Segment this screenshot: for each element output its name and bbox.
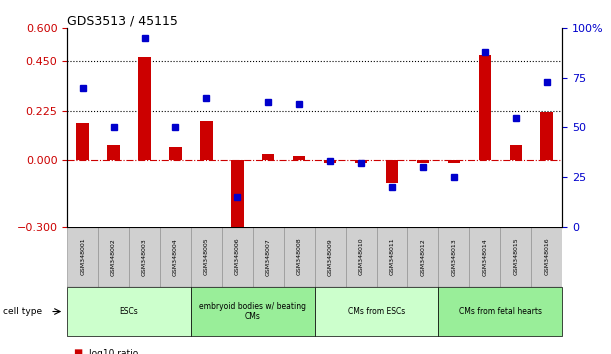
Bar	[231, 160, 244, 231]
Bar	[315, 227, 346, 287]
Text: GSM348013: GSM348013	[452, 238, 456, 275]
Bar	[376, 227, 408, 287]
Bar	[408, 227, 439, 287]
Text: ■: ■	[73, 348, 82, 354]
Bar	[191, 287, 315, 336]
Bar	[531, 227, 562, 287]
Bar	[355, 160, 367, 163]
Bar	[417, 160, 429, 163]
Bar	[324, 160, 336, 163]
Text: GSM348007: GSM348007	[266, 238, 271, 275]
Text: log10 ratio: log10 ratio	[89, 349, 138, 354]
Bar	[169, 147, 181, 160]
Text: GSM348005: GSM348005	[204, 238, 209, 275]
Bar	[67, 287, 191, 336]
Bar	[98, 227, 129, 287]
Text: GSM348009: GSM348009	[327, 238, 332, 275]
Bar	[510, 145, 522, 160]
Bar	[76, 123, 89, 160]
Text: GSM348012: GSM348012	[420, 238, 425, 275]
Text: ESCs: ESCs	[120, 307, 139, 316]
Text: GSM348003: GSM348003	[142, 238, 147, 275]
Text: GSM348014: GSM348014	[482, 238, 488, 275]
Bar	[191, 227, 222, 287]
Bar	[138, 57, 151, 160]
Text: GSM348008: GSM348008	[297, 238, 302, 275]
Bar	[200, 121, 213, 160]
Text: CMs from fetal hearts: CMs from fetal hearts	[459, 307, 542, 316]
Text: GSM348006: GSM348006	[235, 238, 240, 275]
Bar	[293, 156, 306, 160]
Bar	[108, 145, 120, 160]
Bar	[541, 112, 553, 160]
Text: GSM348015: GSM348015	[513, 238, 518, 275]
Bar	[500, 227, 531, 287]
Text: cell type: cell type	[3, 307, 42, 316]
Text: GDS3513 / 45115: GDS3513 / 45115	[67, 14, 178, 27]
Text: GSM348016: GSM348016	[544, 238, 549, 275]
Text: GSM348011: GSM348011	[389, 238, 395, 275]
Bar	[284, 227, 315, 287]
Text: CMs from ESCs: CMs from ESCs	[348, 307, 405, 316]
Bar	[253, 227, 284, 287]
Bar	[469, 227, 500, 287]
Bar	[67, 227, 98, 287]
Bar	[448, 160, 460, 163]
Bar	[315, 287, 439, 336]
Text: GSM348001: GSM348001	[80, 238, 85, 275]
Text: GSM348004: GSM348004	[173, 238, 178, 275]
Bar	[262, 154, 274, 160]
Bar	[160, 227, 191, 287]
Bar	[129, 227, 160, 287]
Text: GSM348002: GSM348002	[111, 238, 116, 275]
Bar	[439, 227, 469, 287]
Text: embryoid bodies w/ beating
CMs: embryoid bodies w/ beating CMs	[199, 302, 306, 321]
Bar	[439, 287, 562, 336]
Bar	[478, 55, 491, 160]
Bar	[346, 227, 376, 287]
Text: GSM348010: GSM348010	[359, 238, 364, 275]
Bar	[222, 227, 253, 287]
Bar	[386, 160, 398, 183]
